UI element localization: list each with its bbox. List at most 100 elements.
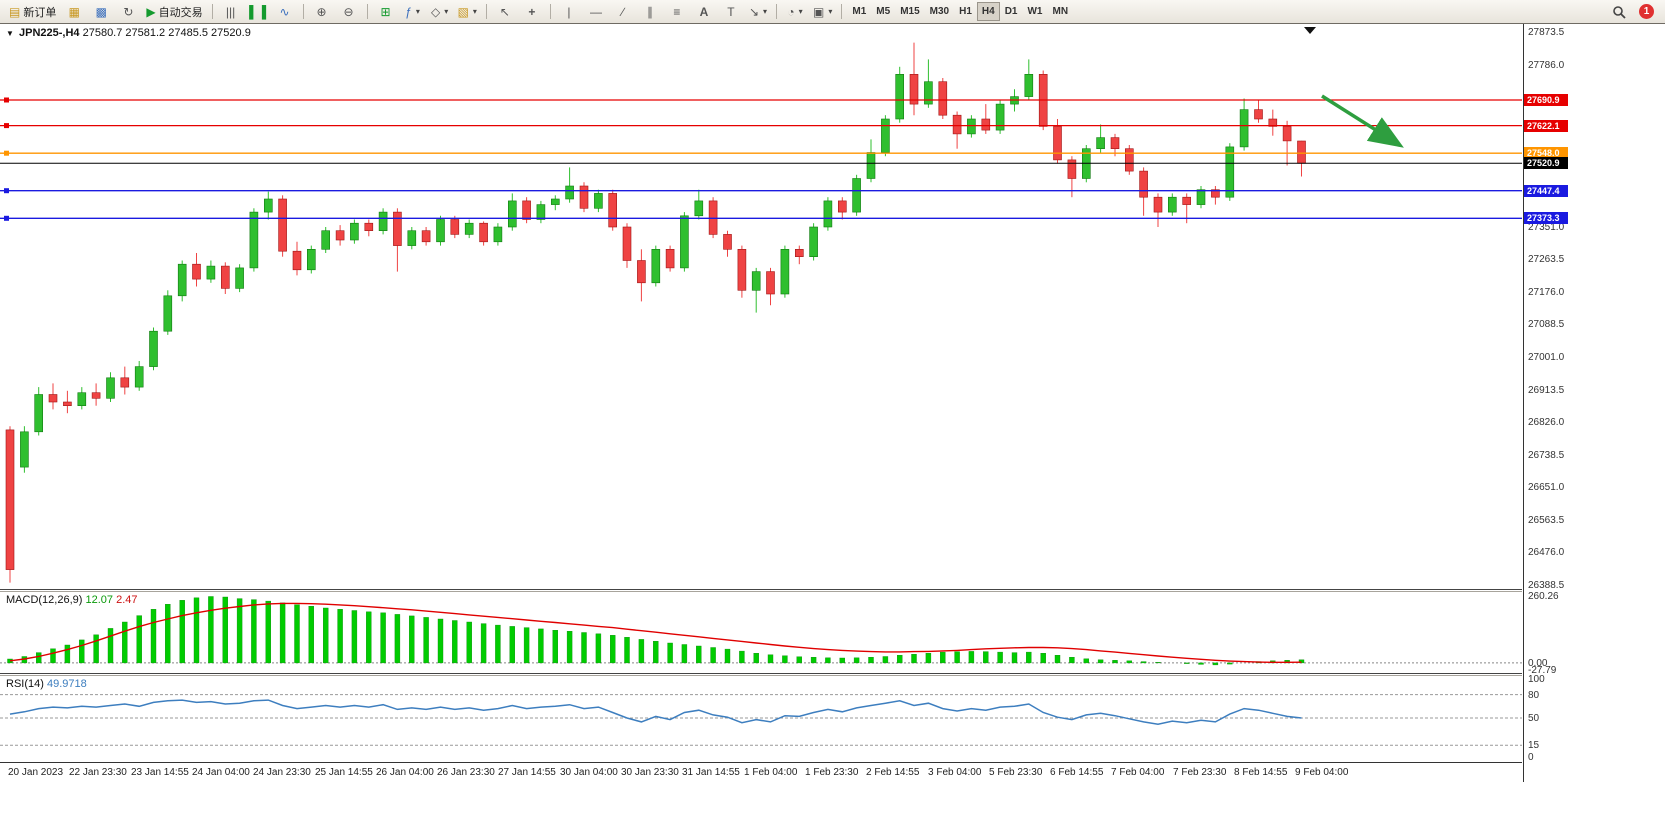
- rsi-axis-label: 50: [1528, 713, 1540, 724]
- new-order-icon: ▤: [9, 4, 21, 19]
- time-axis-label: 6 Feb 14:55: [1050, 767, 1104, 778]
- fibonacci-button[interactable]: ≡: [664, 1, 690, 23]
- price-axis-label: 26563.5: [1528, 514, 1565, 526]
- rsi-axis-label: 0: [1528, 752, 1534, 763]
- panel-separator[interactable]: [0, 589, 1522, 592]
- symbol-ohlc: 27580.7 27581.2 27485.5 27520.9: [82, 27, 251, 39]
- rsi-title: RSI(14): [6, 678, 44, 690]
- price-axis-label: 26826.0: [1528, 417, 1565, 429]
- arrows-button[interactable]: ↘ ▾: [745, 1, 771, 23]
- profiles-button[interactable]: ▩: [88, 1, 114, 23]
- label-button[interactable]: T: [718, 1, 744, 23]
- time-axis-label: 23 Jan 14:55: [131, 767, 189, 778]
- notification-count: 1: [1643, 6, 1650, 17]
- time-axis-label: 7 Feb 04:00: [1111, 767, 1165, 778]
- search-icon: [1613, 5, 1626, 19]
- templates-button[interactable]: ▧ ▾: [454, 1, 481, 23]
- rsi-chart[interactable]: [0, 676, 1522, 762]
- candlestick-button[interactable]: ▌▐: [245, 1, 271, 23]
- crosshair-button[interactable]: +: [519, 1, 545, 23]
- price-axis[interactable]: 27873.5 27786.0 27351.0 27263.5 27176.0 27088…: [1523, 24, 1570, 782]
- arrows-icon: ↘: [748, 4, 759, 19]
- price-axis-label: 27873.5: [1528, 27, 1565, 38]
- macd-chart[interactable]: [0, 592, 1522, 674]
- time-axis-label: 30 Jan 23:30: [621, 767, 679, 778]
- line-chart-icon: ∿: [279, 4, 290, 19]
- price-axis-label: 27786.0: [1528, 59, 1565, 71]
- time-axis[interactable]: 20 Jan 2023 22 Jan 23:30 23 Jan 14:55 24 Ja…: [0, 762, 1522, 783]
- timeframe-W1[interactable]: W1: [1027, 6, 1043, 17]
- price-level-badge: 27520.9: [1524, 157, 1568, 170]
- profiles-icon: ▩: [95, 4, 108, 19]
- bar-chart-button[interactable]: |||: [218, 1, 244, 23]
- objects-button[interactable]: ◇ ▾: [427, 1, 453, 23]
- layers-button[interactable]: ▦: [61, 1, 87, 23]
- price-axis-label: 27351.0: [1528, 221, 1565, 233]
- price-axis-label: 26476.0: [1528, 547, 1565, 559]
- label-icon: T: [727, 4, 735, 19]
- timeframe-M1[interactable]: M1: [852, 6, 867, 17]
- panel-separator[interactable]: [0, 673, 1522, 676]
- line-chart-button[interactable]: ∿: [272, 1, 298, 23]
- tile-windows-button[interactable]: ⊞: [373, 1, 399, 23]
- time-axis-label: 22 Jan 23:30: [69, 767, 127, 778]
- vertical-line-button[interactable]: |: [556, 1, 582, 23]
- time-axis-label: 2 Feb 14:55: [866, 767, 920, 778]
- price-axis-label: 26388.5: [1528, 580, 1565, 591]
- macd-title: MACD(12,26,9): [6, 594, 83, 606]
- rsi-axis-label: 80: [1528, 689, 1540, 701]
- camera-icon: ▣: [813, 4, 825, 19]
- time-axis-label: 8 Feb 14:55: [1234, 767, 1288, 778]
- horizontal-line-button[interactable]: —: [583, 1, 609, 23]
- timeframe-H4[interactable]: H4: [976, 2, 1000, 21]
- search-button[interactable]: [1606, 1, 1632, 23]
- zoom-out-button[interactable]: ⊖: [336, 1, 362, 23]
- separator: [302, 4, 304, 19]
- text-icon: A: [699, 4, 709, 19]
- snapshot-button[interactable]: ▣ ▾: [809, 1, 836, 23]
- indicators-button[interactable]: ƒ ▾: [400, 1, 426, 23]
- timeframe-M15[interactable]: M15: [900, 6, 920, 17]
- trendline-button[interactable]: ∕: [610, 1, 636, 23]
- price-axis-label: 26651.0: [1528, 482, 1565, 494]
- new-order-button[interactable]: ▤ 新订单: [5, 1, 60, 23]
- separator: [366, 4, 368, 19]
- timeframe-M30[interactable]: M30: [929, 6, 950, 17]
- chevron-down-icon: ▾: [472, 7, 477, 16]
- grid-icon: ⊞: [380, 4, 391, 19]
- timeframe-D1[interactable]: D1: [1004, 6, 1018, 17]
- zoom-in-button[interactable]: ⊕: [309, 1, 335, 23]
- timeframe-MN[interactable]: MN: [1052, 6, 1069, 17]
- autotrade-play-icon: ▶: [146, 4, 156, 19]
- timeframe-H1[interactable]: H1: [959, 6, 972, 17]
- macd-main-value: 12.07: [85, 594, 114, 606]
- zoom-in-icon: ⊕: [316, 4, 327, 19]
- auto-trading-button[interactable]: ▶ 自动交易: [142, 1, 206, 23]
- macd-axis-label: 260.26: [1528, 591, 1559, 603]
- cycles-button[interactable]: ◔ ▾: [782, 1, 808, 23]
- chart-window: ▼ JPN225-,H4 27580.7 27581.2 27485.5 275…: [0, 24, 1570, 783]
- price-axis-label: 27088.5: [1528, 319, 1565, 331]
- timeframe-group: M1 M5 M15 M30 H1 H4 D1 W1 MN: [847, 2, 1073, 21]
- rsi-indicator-label: RSI(14) 49.9718: [6, 678, 87, 690]
- objects-icon: ◇: [430, 4, 441, 19]
- text-button[interactable]: A: [691, 1, 717, 23]
- vertical-line-icon: |: [567, 4, 571, 19]
- notification-badge[interactable]: 1: [1639, 4, 1654, 19]
- chevron-down-icon: ▾: [763, 7, 768, 16]
- auto-trading-label: 自动交易: [158, 6, 203, 19]
- time-axis-label: 5 Feb 23:30: [989, 767, 1043, 778]
- channel-button[interactable]: ∥: [637, 1, 663, 23]
- price-level-badge: 27373.3: [1524, 212, 1568, 225]
- time-axis-label: 1 Feb 04:00: [744, 767, 798, 778]
- cursor-button[interactable]: ↖: [492, 1, 518, 23]
- price-axis-label: 27263.5: [1528, 254, 1565, 266]
- candlestick-icon: ▌▐: [249, 4, 267, 19]
- horizontal-line-icon: —: [589, 4, 602, 19]
- time-axis-label: 9 Feb 04:00: [1295, 767, 1349, 778]
- refresh-button[interactable]: ↻: [115, 1, 141, 23]
- price-chart[interactable]: [0, 24, 1522, 590]
- macd-axis-label: -27.79: [1528, 664, 1557, 676]
- symbol-collapse-icon[interactable]: ▼: [6, 29, 14, 38]
- timeframe-M5[interactable]: M5: [876, 6, 891, 17]
